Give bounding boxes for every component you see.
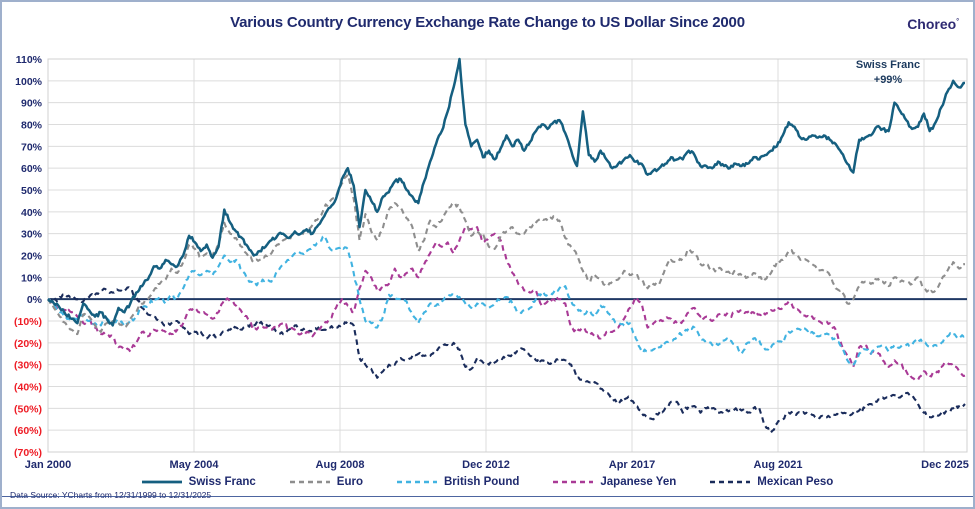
y-tick-label: 50% xyxy=(21,185,43,197)
x-tick-label: Dec 2012 xyxy=(462,459,510,471)
y-tick-label: (40%) xyxy=(14,382,42,394)
x-tick-label: Jan 2000 xyxy=(25,459,71,471)
plot-border xyxy=(47,58,968,453)
series-line-japanese-yen xyxy=(47,226,966,382)
y-tick-label: 10% xyxy=(21,272,43,284)
legend-line-sample-mexican-peso xyxy=(710,480,751,484)
legend-item-mexican-peso: Mexican Peso xyxy=(710,476,833,488)
annotation-value: +99% xyxy=(873,74,903,86)
legend-line-sample-japanese-yen xyxy=(553,480,594,484)
series-line-swiss-franc xyxy=(47,57,965,327)
y-tick-label: (60%) xyxy=(14,425,42,437)
y-tick-label: (70%) xyxy=(14,447,42,459)
y-tick-label: 100% xyxy=(15,76,43,88)
annotation-series-name: Swiss Franc xyxy=(855,59,921,71)
y-tick-label: (20%) xyxy=(14,338,42,350)
y-tick-label: 90% xyxy=(21,98,43,110)
legend-label-japanese-yen: Japanese Yen xyxy=(600,476,677,488)
x-tick-label: Dec 2025 xyxy=(921,459,969,471)
y-tick-label: 20% xyxy=(21,251,43,263)
series-line-mexican-peso xyxy=(47,286,966,434)
legend-line-sample-euro xyxy=(289,480,330,484)
series-line-british-pound xyxy=(47,234,966,366)
y-tick-label: 110% xyxy=(16,54,43,66)
brand-mark: ° xyxy=(956,18,959,26)
footer-divider xyxy=(2,496,973,497)
series-annotation: Swiss Franc +99% xyxy=(838,58,938,88)
y-tick-label: (30%) xyxy=(14,360,42,372)
legend-item-euro: Euro xyxy=(289,476,363,488)
legend-line-sample-swiss-franc xyxy=(141,480,182,484)
x-tick-label: Apr 2017 xyxy=(609,459,655,471)
y-tick-label: 80% xyxy=(21,120,43,132)
x-tick-label: Aug 2008 xyxy=(316,459,365,471)
legend-label-mexican-peso: Mexican Peso xyxy=(757,476,834,488)
brand-text: Choreo xyxy=(907,16,957,32)
legend-item-swiss-franc: Swiss Franc xyxy=(141,476,256,488)
y-tick-label: 0% xyxy=(27,294,43,306)
legend-line-sample-british-pound xyxy=(396,480,437,484)
y-tick-label: 70% xyxy=(21,141,43,153)
y-tick-label: 40% xyxy=(21,207,43,219)
series-line-euro xyxy=(47,173,965,336)
legend-item-japanese-yen: Japanese Yen xyxy=(553,476,676,488)
y-tick-label: 30% xyxy=(21,229,43,241)
y-tick-label: (10%) xyxy=(14,316,42,328)
legend-label-euro: Euro xyxy=(336,476,363,488)
data-source-note: Data Source: YCharts from 12/31/1999 to … xyxy=(10,490,212,500)
x-tick-label: Aug 2021 xyxy=(754,459,803,471)
y-tick-label: (50%) xyxy=(14,403,42,415)
y-tick-label: 60% xyxy=(21,163,43,175)
chart-legend: Swiss Franc Euro British Pound Japanese Yen… xyxy=(2,476,973,488)
legend-label-british-pound: British Pound xyxy=(443,476,520,488)
x-tick-label: May 2004 xyxy=(170,459,220,471)
page-title: Various Country Currency Exchange Rate C… xyxy=(230,14,745,31)
brand-logo: Choreo° xyxy=(907,16,959,32)
legend-item-british-pound: British Pound xyxy=(396,476,520,488)
legend-label-swiss-franc: Swiss Franc xyxy=(188,476,256,488)
